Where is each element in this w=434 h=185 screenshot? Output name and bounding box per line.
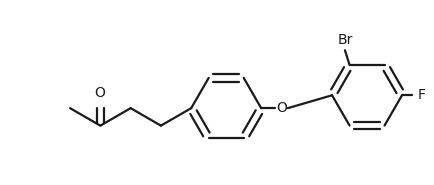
Text: O: O [276,101,287,115]
Text: O: O [94,86,105,100]
Text: F: F [418,88,426,102]
Text: Br: Br [337,33,353,47]
